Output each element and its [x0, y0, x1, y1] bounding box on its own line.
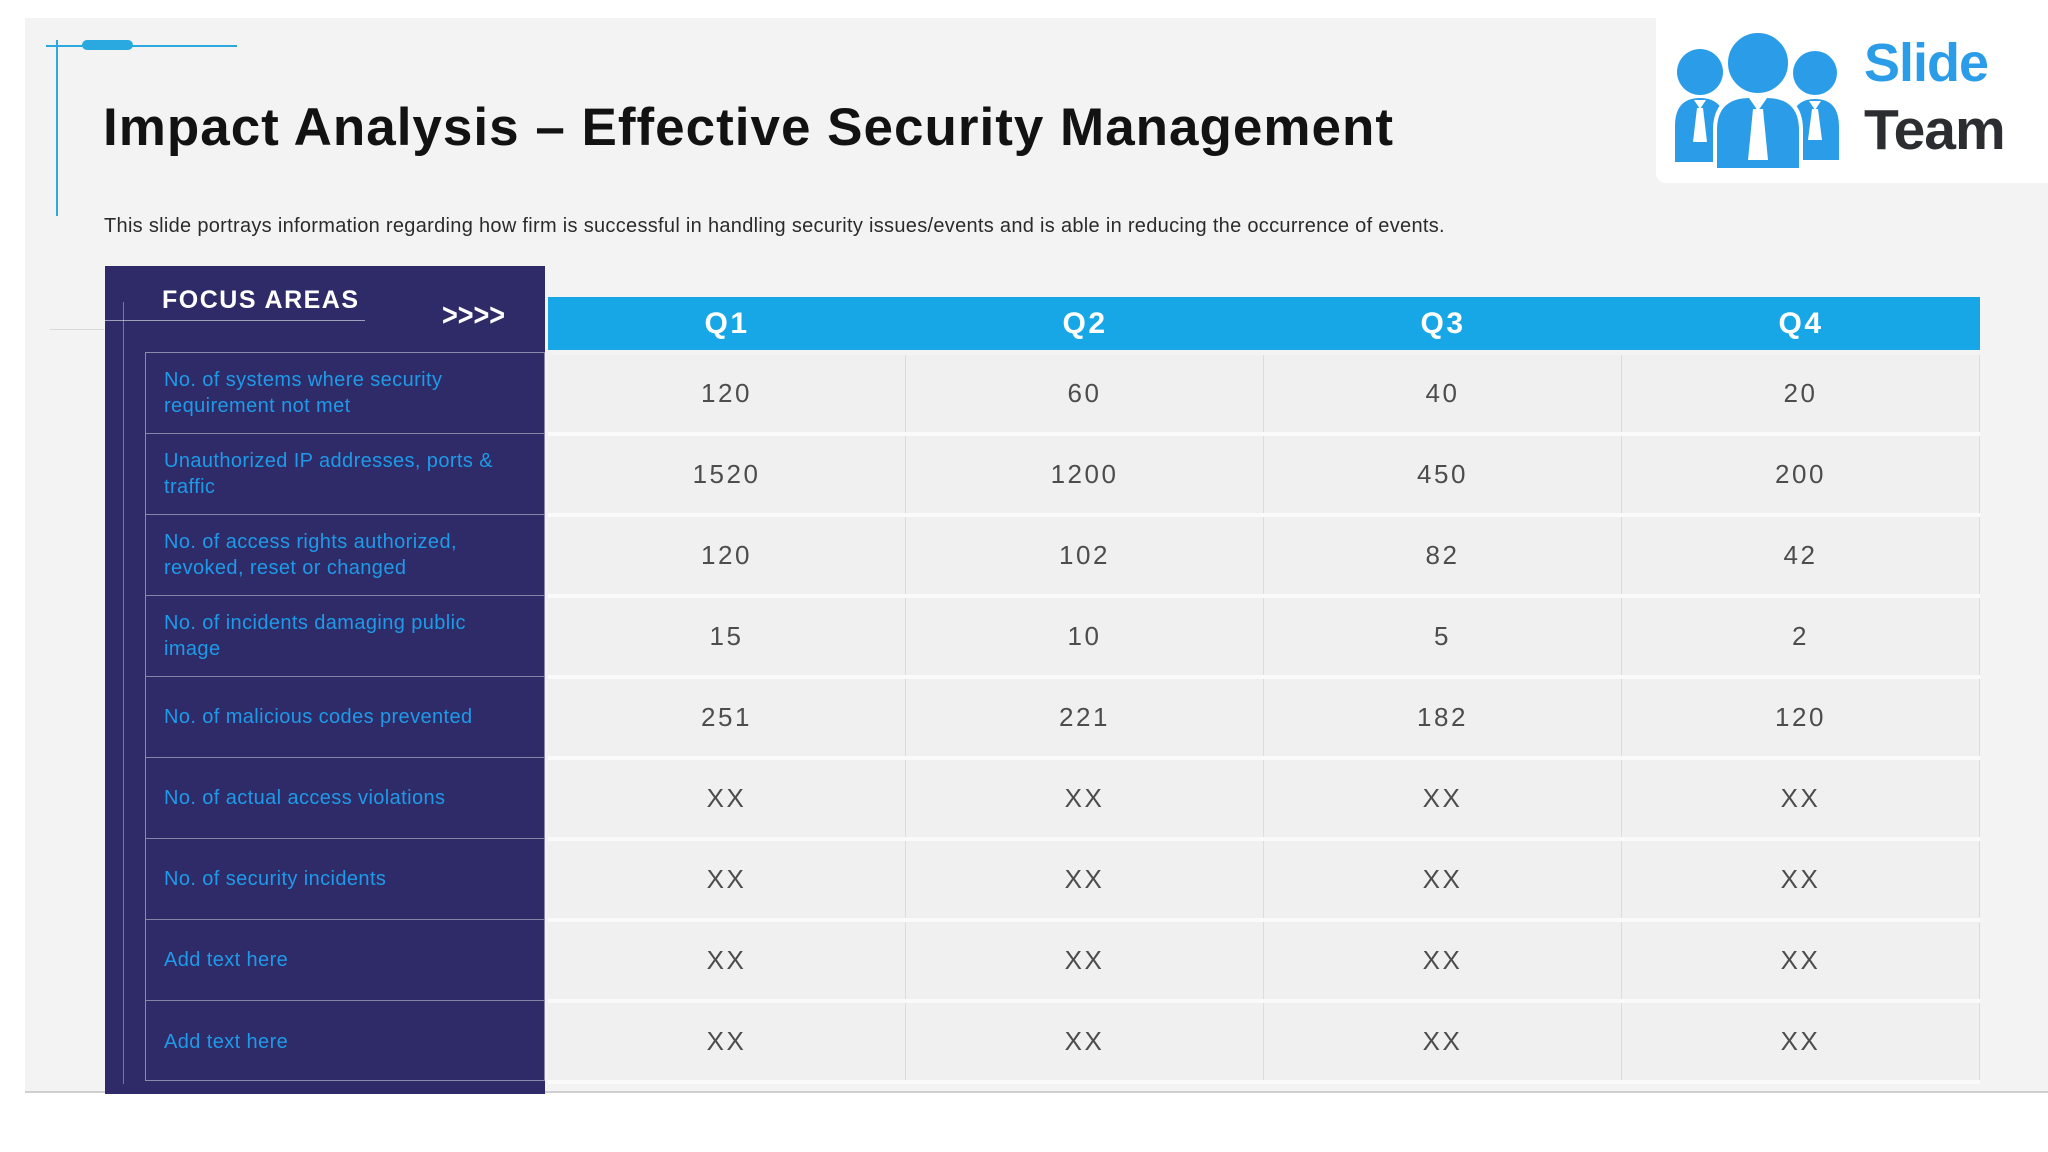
- page-title: Impact Analysis – Effective Security Man…: [103, 97, 1394, 157]
- focus-area-row: No. of access rights authorized, revoked…: [146, 515, 544, 596]
- table-row: XX XX XX XX: [548, 922, 1980, 1003]
- focus-area-label: No. of incidents damaging public image: [164, 612, 466, 660]
- accent-horizontal-line: [46, 45, 237, 47]
- focus-areas-list: No. of systems where security requiremen…: [145, 352, 545, 1081]
- table-row: XX XX XX XX: [548, 1003, 1980, 1084]
- focus-area-label: Add text here: [164, 1030, 289, 1053]
- table-cell: XX: [906, 760, 1264, 837]
- logo-word-slide: Slide: [1864, 33, 1989, 93]
- table-cell: XX: [1622, 841, 1980, 918]
- table-cell: 60: [906, 355, 1264, 432]
- table-cell: 221: [906, 679, 1264, 756]
- focus-area-row: No. of incidents damaging public image: [146, 596, 544, 677]
- focus-area-label: Add text here: [164, 949, 289, 971]
- focus-area-row: Add text here: [146, 920, 544, 1001]
- table-cell: 120: [548, 517, 906, 594]
- table-cell: 82: [1264, 517, 1622, 594]
- table-cell: XX: [1264, 841, 1622, 918]
- slide-subtitle: This slide portrays information regardin…: [104, 215, 1445, 237]
- data-table-body: 120 60 40 20 1520 1200 450 200 120 102 82 42 15 10 5 2 2…: [548, 355, 1980, 1084]
- focus-area-label: No. of access rights authorized, revoked…: [164, 531, 457, 579]
- focus-area-row: No. of security incidents: [146, 839, 544, 920]
- focus-area-label: No. of malicious codes prevented: [164, 706, 473, 728]
- table-cell: 2: [1622, 598, 1980, 675]
- decorative-gray-line: [50, 329, 104, 330]
- table-cell: 450: [1264, 436, 1622, 513]
- table-cell: XX: [1622, 1003, 1980, 1080]
- table-row: 120 60 40 20: [548, 355, 1980, 436]
- quarter-header-cell: Q2: [1062, 306, 1108, 340]
- focus-area-row: No. of systems where security requiremen…: [146, 353, 544, 434]
- quarter-header-row: Q1 Q2 Q3 Q4: [548, 297, 1980, 350]
- focus-areas-underline: [105, 320, 365, 321]
- quarter-header-cell: Q3: [1420, 306, 1466, 340]
- table-row: 15 10 5 2: [548, 598, 1980, 679]
- focus-area-label: No. of security incidents: [164, 868, 387, 890]
- focus-area-row: No. of malicious codes prevented: [146, 677, 544, 758]
- table-cell: XX: [1264, 760, 1622, 837]
- table-cell: XX: [906, 922, 1264, 999]
- table-cell: 120: [548, 355, 906, 432]
- logo-wordmark: Slide Team: [1864, 33, 2006, 162]
- table-cell: 251: [548, 679, 906, 756]
- team-people-icon: [1675, 30, 1839, 172]
- table-cell: XX: [548, 1003, 906, 1080]
- table-row: XX XX XX XX: [548, 760, 1980, 841]
- focus-area-label: No. of actual access violations: [164, 787, 446, 809]
- table-cell: 42: [1622, 517, 1980, 594]
- table-cell: XX: [1622, 760, 1980, 837]
- table-cell: XX: [548, 841, 906, 918]
- table-cell: 1520: [548, 436, 906, 513]
- table-cell: 200: [1622, 436, 1980, 513]
- table-cell: 40: [1264, 355, 1622, 432]
- focus-area-row: No. of actual access violations: [146, 758, 544, 839]
- table-cell: XX: [906, 841, 1264, 918]
- table-cell: 1200: [906, 436, 1264, 513]
- focus-area-label: Unauthorized IP addresses, ports & traff…: [164, 450, 493, 498]
- table-cell: XX: [548, 922, 906, 999]
- focus-areas-panel: FOCUS AREAS >>>> No. of systems where se…: [105, 266, 545, 1094]
- table-cell: XX: [1264, 922, 1622, 999]
- focus-area-label: No. of systems where security requiremen…: [164, 369, 443, 417]
- table-cell: 15: [548, 598, 906, 675]
- table-cell: XX: [1264, 1003, 1622, 1080]
- table-cell: XX: [906, 1003, 1264, 1080]
- focus-areas-heading: FOCUS AREAS: [162, 286, 360, 314]
- chevrons-right-icon: >>>>: [442, 297, 506, 333]
- table-cell: XX: [1622, 922, 1980, 999]
- table-cell: 120: [1622, 679, 1980, 756]
- table-row: 251 221 182 120: [548, 679, 1980, 760]
- table-cell: 102: [906, 517, 1264, 594]
- table-row: XX XX XX XX: [548, 841, 1980, 922]
- logo-word-team: Team: [1864, 98, 2006, 162]
- accent-vertical-line: [56, 40, 58, 216]
- focus-area-row: Add text here: [146, 1001, 544, 1082]
- table-cell: XX: [548, 760, 906, 837]
- table-cell: 10: [906, 598, 1264, 675]
- focus-area-row: Unauthorized IP addresses, ports & traff…: [146, 434, 544, 515]
- table-row: 1520 1200 450 200: [548, 436, 1980, 517]
- quarter-header-cell: Q4: [1778, 306, 1824, 340]
- table-cell: 20: [1622, 355, 1980, 432]
- table-row: 120 102 82 42: [548, 517, 1980, 598]
- table-cell: 182: [1264, 679, 1622, 756]
- table-cell: 5: [1264, 598, 1622, 675]
- panel-inner-vertical-line: [123, 302, 124, 1084]
- quarter-header-cell: Q1: [704, 306, 750, 340]
- accent-pill: [82, 40, 133, 50]
